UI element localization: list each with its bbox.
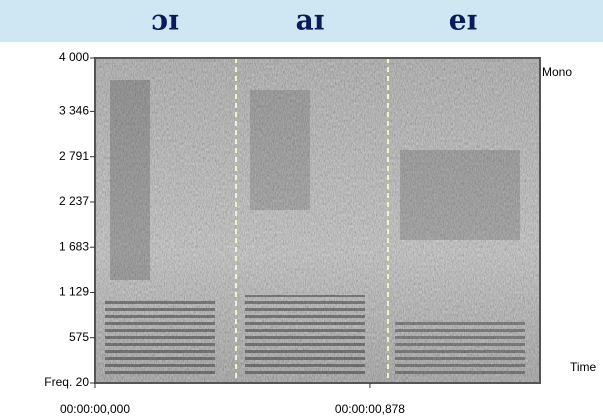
y-tick-label: Freq. 20 [44,375,89,389]
channel-label: Mono [542,65,572,79]
y-tick-label: 1 683 [59,239,89,253]
x-tick-label: 00:00:00,000 [60,402,130,416]
x-axis-label: Time [570,360,597,374]
x-tick-label: 00:00:00,878 [335,402,405,416]
segment-label: ɔɪ [151,4,179,37]
y-tick-label: 3 346 [59,104,89,118]
y-tick-label: 575 [69,330,89,344]
y-tick-label: 2 237 [59,194,89,208]
spectrogram [94,57,541,384]
y-tick-label: 2 791 [59,149,89,163]
y-tick-label: 1 129 [59,285,89,299]
header-band [0,0,603,42]
y-tick-label: 4 000 [59,50,89,64]
segment-label: eɪ [449,4,477,37]
segment-label: aɪ [296,4,325,37]
